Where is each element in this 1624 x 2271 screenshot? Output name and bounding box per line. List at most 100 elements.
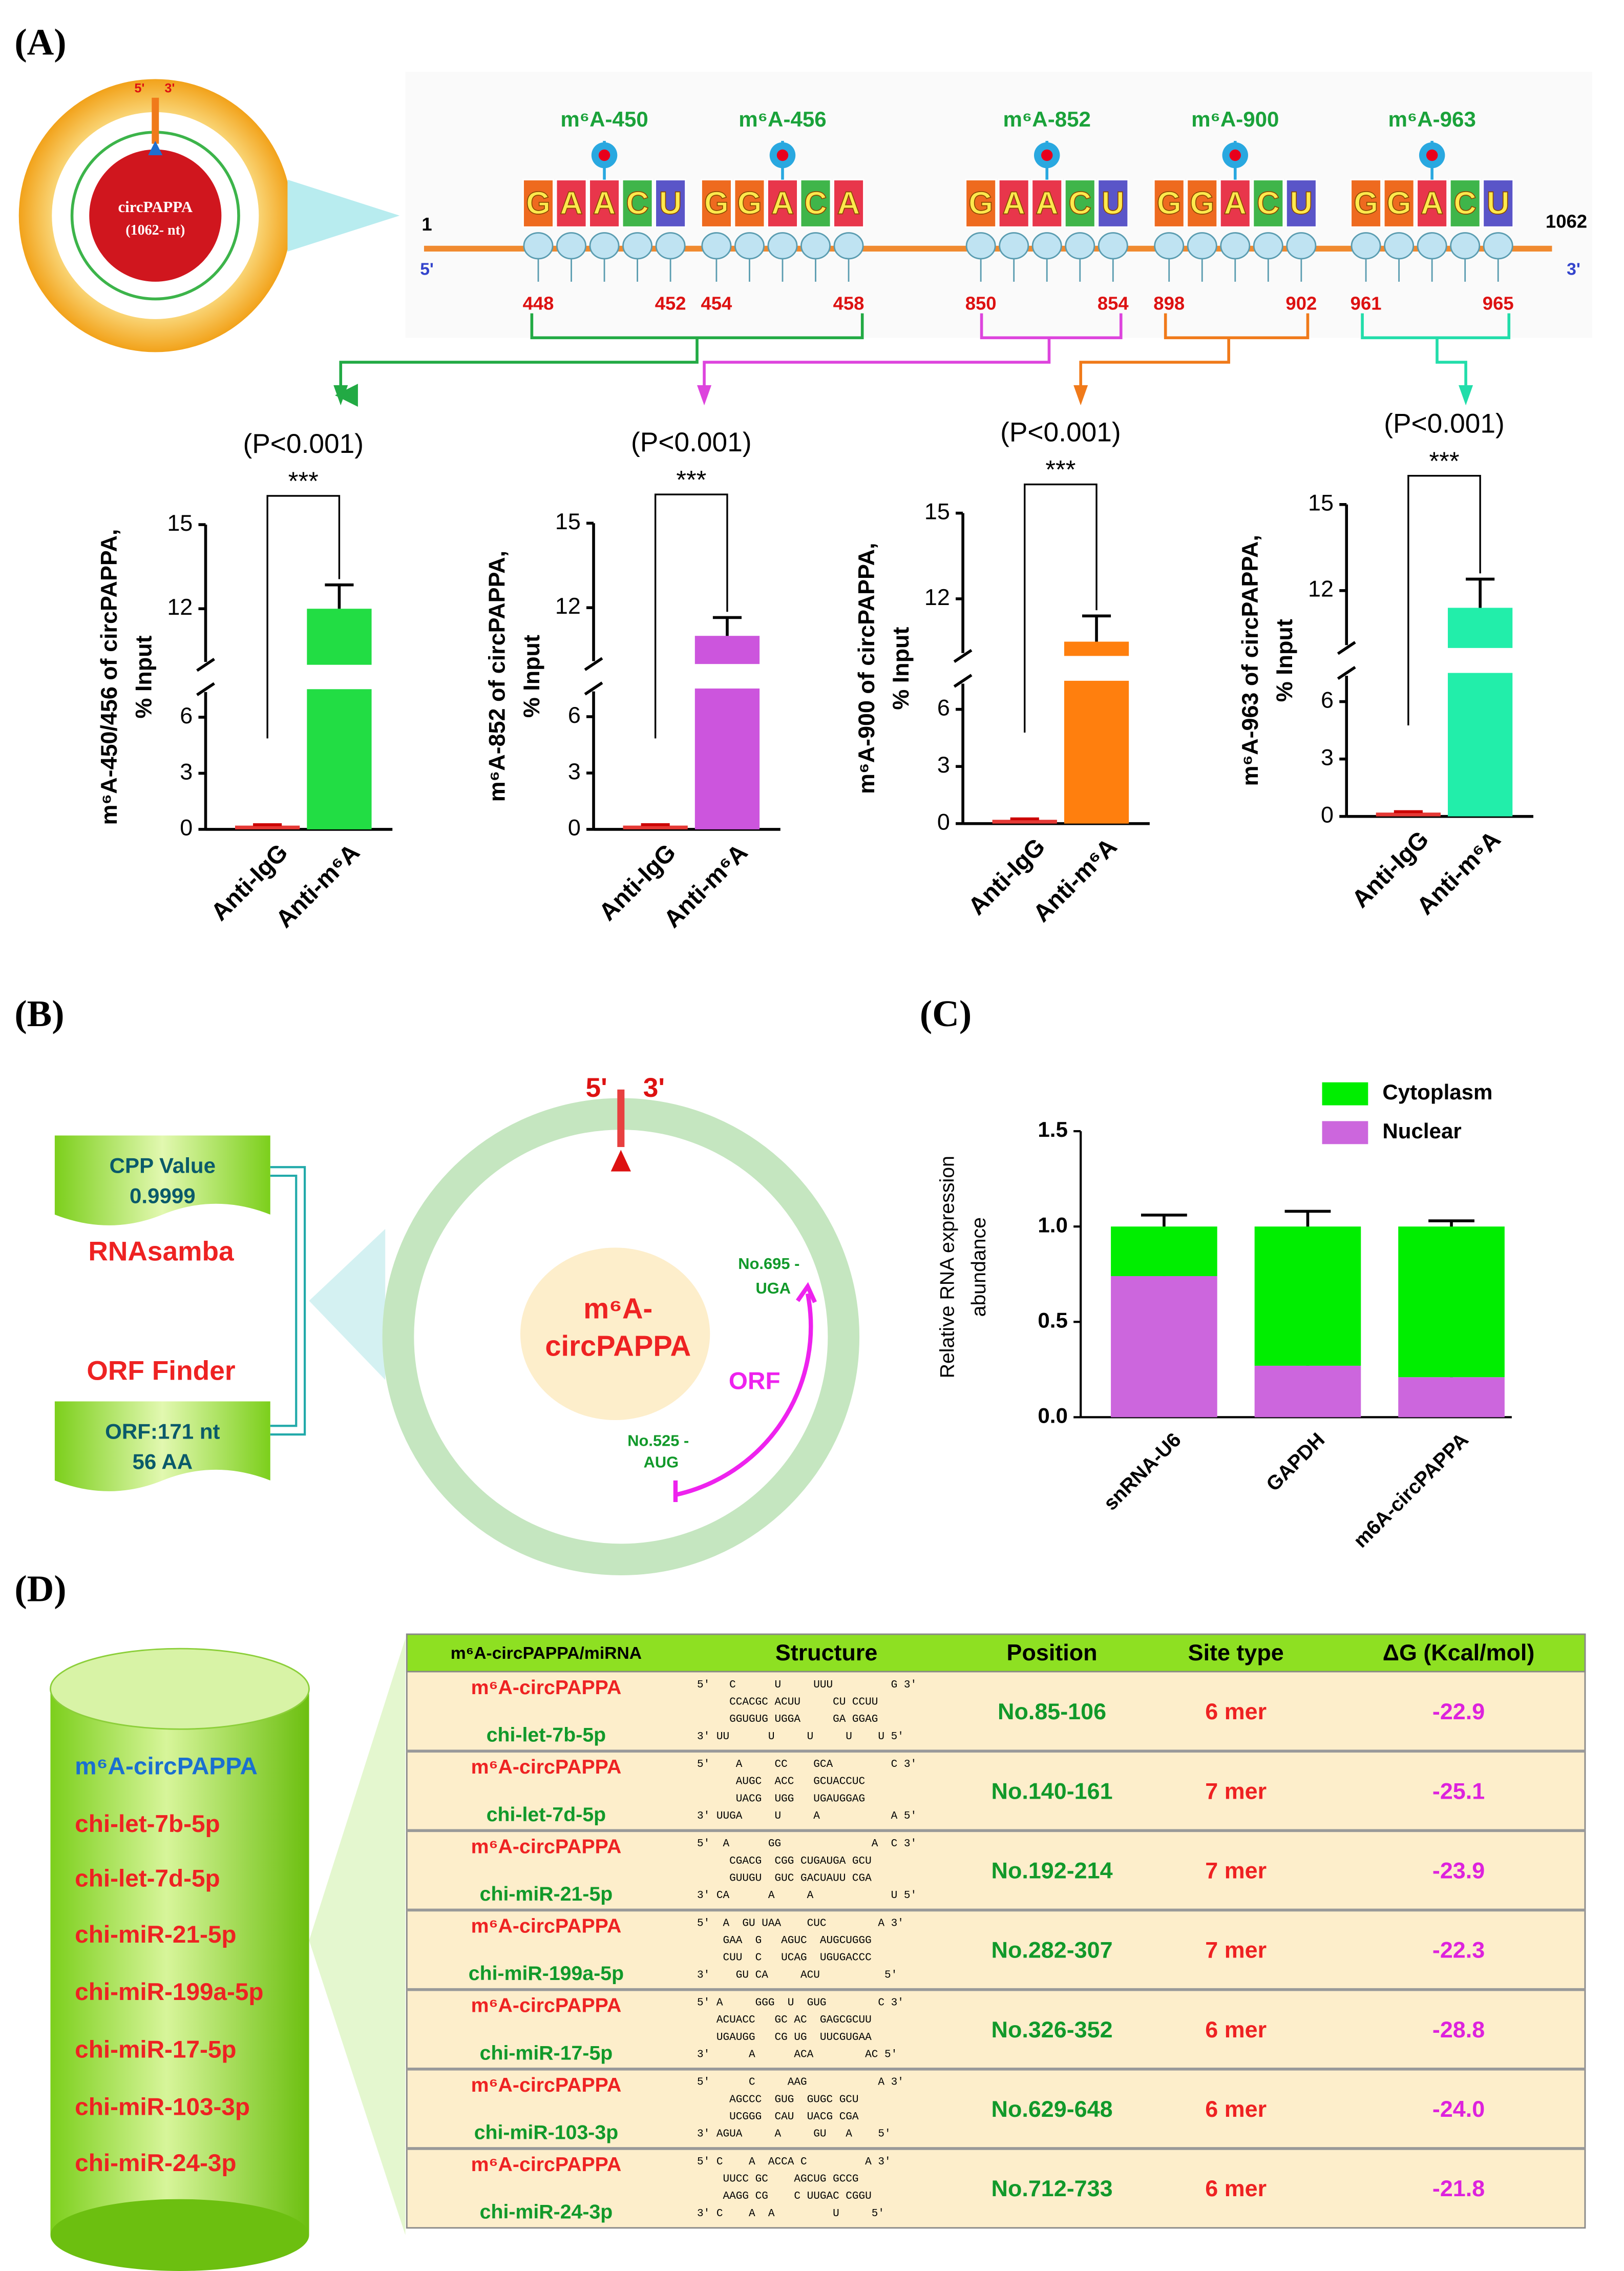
error-bar [1394, 810, 1423, 814]
table-header: Position [1007, 1639, 1098, 1665]
tool-name: ORF Finder [87, 1356, 235, 1386]
y-tick-label: 6 [1321, 686, 1334, 713]
nucleotide-cyl [1154, 232, 1185, 260]
nucleotide: C [626, 186, 649, 221]
cylinder-item: chi-let-7d-5p [75, 1865, 220, 1892]
table-header: ΔG (Kcal/mol) [1383, 1639, 1535, 1665]
axis-break [953, 649, 973, 663]
error-bar [1284, 1210, 1331, 1227]
y-tick-label: 3 [1321, 744, 1334, 770]
axis-break [1337, 666, 1356, 680]
nucleotide-tile [555, 179, 587, 228]
nucleotide-tile [655, 179, 687, 228]
position-label: 961 [1351, 293, 1382, 314]
circ-name: m⁶A-circPAPPA [471, 1915, 622, 1937]
nucleotide-tile [1219, 179, 1251, 228]
structure-line: CGACG CGG CUGAUGA GCU [697, 1855, 872, 1867]
panel-label: (C) [920, 993, 972, 1034]
y-tick-label: 1.0 [1038, 1213, 1068, 1237]
y-tick-label: 12 [167, 594, 193, 620]
position-label: 454 [701, 293, 732, 314]
y-tick-label: 12 [1308, 576, 1334, 602]
delta-g: -24.0 [1432, 2096, 1485, 2122]
center-label: circPAPPA [545, 1330, 691, 1362]
panel-label: (D) [14, 1568, 66, 1609]
bar [694, 688, 760, 829]
error-bar [1010, 817, 1039, 821]
bracket [341, 313, 864, 395]
nucleotide-tile [1482, 179, 1514, 228]
site-pin-dot [776, 149, 789, 161]
position-label: 452 [655, 293, 686, 314]
nucleotide-cyl [1220, 232, 1251, 260]
mirna-name: chi-let-7b-5p [487, 1724, 606, 1746]
nucleotide-cyl [1098, 232, 1128, 260]
nucleotide-cyl [622, 232, 653, 260]
position-label: 902 [1285, 293, 1317, 314]
delta-g: -23.9 [1432, 1858, 1485, 1884]
nucleotide-tile [522, 179, 554, 228]
mirna-name: chi-miR-24-3p [480, 2201, 613, 2223]
nucleotide: U [1487, 186, 1510, 221]
y-axis-label: Relative RNA expression [936, 1156, 958, 1378]
cylinder-item: chi-miR-17-5p [75, 2036, 236, 2063]
center-label: m⁶A- [583, 1293, 652, 1325]
y-tick-label: 12 [555, 593, 581, 619]
error-bar [253, 823, 282, 826]
cylinder-item: chi-miR-199a-5p [75, 1978, 263, 2006]
sig-bracket [1407, 475, 1481, 725]
table-header [406, 1633, 1586, 1673]
structure-line: 3' A ACA AC 5' [697, 2048, 897, 2060]
junction-arrow [148, 140, 163, 156]
error-bar [641, 823, 670, 826]
site-type: 7 mer [1205, 1937, 1267, 1963]
site-type: 6 mer [1205, 2096, 1267, 2122]
nucleotide: G [1354, 186, 1378, 221]
position: No.140-161 [992, 1778, 1113, 1804]
nucleotide: G [1157, 186, 1182, 221]
nucleotide-cyl [965, 232, 996, 260]
cylinder-item: chi-miR-21-5p [75, 1921, 236, 1948]
structure-line: UCGGG CAU UACG CGA [697, 2111, 859, 2123]
y-tick-label: 0 [937, 809, 950, 835]
nucleotide-tile [799, 179, 832, 228]
site-label: m⁶A-456 [739, 107, 826, 131]
cylinder-item: m⁶A-circPAPPA [75, 1753, 258, 1780]
y-axis-label: m⁶A-900 of circPAPPA, [853, 543, 879, 794]
y-tick-label: 3 [937, 752, 950, 778]
y-tick-label: 3 [568, 758, 581, 784]
structure-line: 3' UU U U U U 5' [697, 1731, 904, 1743]
nucleotide: C [1453, 186, 1477, 221]
table-header: Structure [775, 1639, 877, 1665]
orf-box [54, 1401, 270, 1491]
table-header: Site type [1188, 1639, 1284, 1665]
cylinder-bottom [50, 2199, 309, 2271]
y-axis-label: % Input [1271, 619, 1297, 702]
nucleotide: A [1224, 186, 1247, 221]
nucleotide-tile [1252, 179, 1284, 228]
y-axis-label: m⁶A-963 of circPAPPA, [1237, 535, 1263, 786]
bar-segment [1398, 1226, 1505, 1378]
axis-break [584, 681, 603, 696]
annotation: *** [676, 465, 706, 494]
cpp-box [54, 1135, 270, 1225]
circ-name: circPAPPA [118, 198, 193, 216]
y-axis-label: abundance [967, 1217, 990, 1317]
panel-label: (B) [14, 993, 64, 1034]
cylinder-item: chi-let-7b-5p [75, 1810, 220, 1838]
y-tick-label: 0.5 [1038, 1308, 1068, 1332]
seq-end: 1062 [1546, 211, 1587, 232]
arrow-head [1459, 385, 1473, 406]
position-label: 850 [965, 293, 997, 314]
five-prime: 5' [585, 1073, 607, 1103]
legend-label: Nuclear [1382, 1119, 1461, 1143]
nucleotide: U [1102, 186, 1125, 221]
site-label: m⁶A-450 [560, 107, 648, 131]
seq-start: 1 [421, 214, 432, 235]
site-label: m⁶A-852 [1003, 107, 1091, 131]
orf-label: ORF [729, 1368, 781, 1395]
nucleotide: A [1002, 186, 1025, 221]
y-tick-label: 0.0 [1038, 1404, 1068, 1428]
stop-label: UGA [755, 1279, 791, 1297]
